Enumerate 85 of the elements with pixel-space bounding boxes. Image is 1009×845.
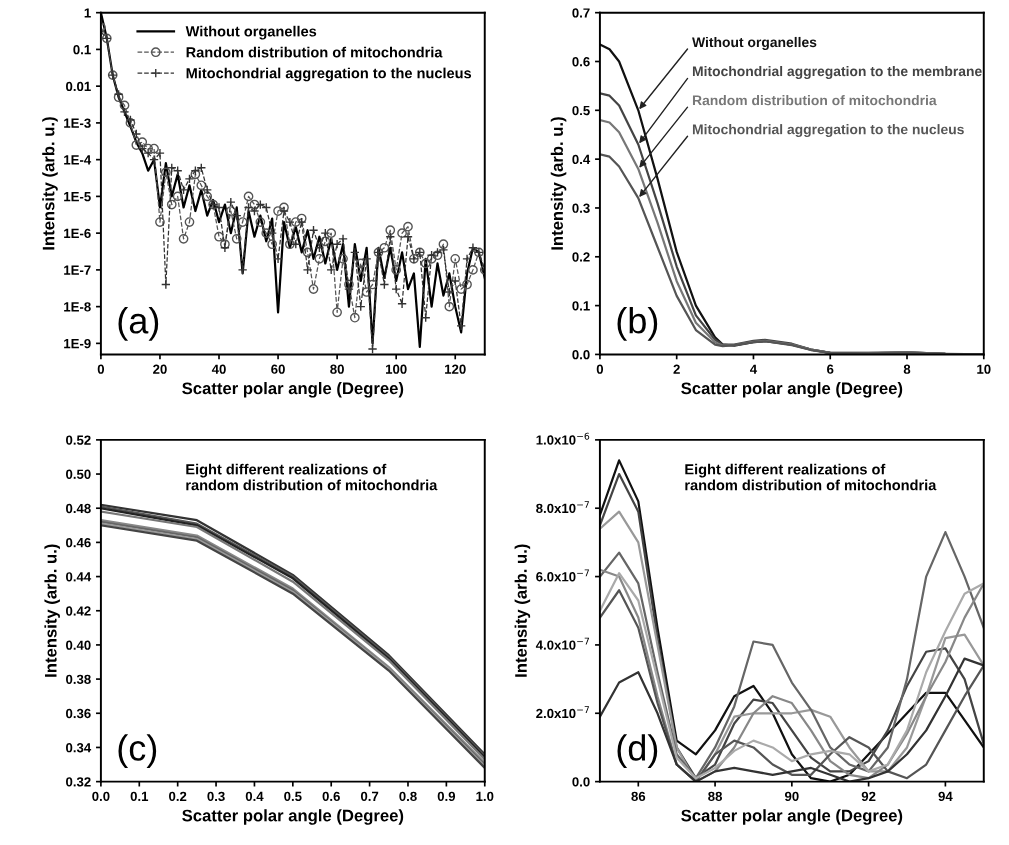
y-tick-label: 0.48: [66, 503, 91, 514]
text: Random distribution of mitochondria: [692, 95, 937, 106]
y-tick-label: 0.3: [572, 203, 590, 213]
y-tick-label: 0.0: [572, 777, 590, 787]
x-tick-label: 0.4: [245, 791, 264, 802]
y-tick-label: 2.0x10$^{−7}$: [536, 706, 590, 719]
y-tick-label: 0.32: [66, 777, 91, 787]
annotation: (b): [617, 307, 658, 341]
y-tick-label: 1E-3: [64, 118, 91, 128]
x-tick-label: 4: [749, 364, 758, 374]
y-tick-label: 8.0x10$^{−7}$: [536, 501, 590, 514]
y-tick-label: 0.46: [66, 537, 91, 548]
x-axis-title: Scatter polar angle (Degree): [681, 809, 903, 825]
x-tick-label: 10: [977, 364, 991, 374]
x-tick-label: 0.6: [322, 791, 340, 802]
x-tick-label: 0.8: [399, 791, 417, 802]
x-tick-label: 120: [445, 364, 466, 374]
x-tick-label: 20: [153, 364, 167, 374]
x-tick-label: 0.7: [360, 791, 379, 802]
x-tick-label: 100: [386, 364, 407, 374]
y-tick-label: 1E-4: [64, 155, 92, 165]
y-axis-title: Intensity (arb. u.): [514, 544, 531, 677]
x-tick-label: 94: [938, 791, 953, 802]
annotation: Eight different realizations of random distribution of mitochondria: [685, 463, 937, 491]
y-tick-label: 1E-8: [64, 302, 91, 312]
text: Mitochondrial aggregation to the membrane: [692, 65, 982, 79]
x-axis-title: Scatter polar angle (Degree): [681, 382, 903, 398]
y-tick-label: 0.1: [572, 301, 590, 311]
x-axis-title: Scatter polar angle (Degree): [182, 382, 404, 398]
y-tick-label: 0.36: [66, 708, 91, 719]
x-tick-label: 2: [673, 364, 680, 374]
y-tick-label: 1E-9: [64, 338, 91, 349]
y-tick-label: 0.44: [66, 572, 92, 582]
y-tick-label: 0.2: [572, 252, 590, 262]
x-tick-label: 86: [631, 791, 646, 802]
y-tick-label: 0.6: [572, 57, 590, 67]
annotation: (a): [118, 307, 159, 341]
y-tick-label: 4.0x10$^{−7}$: [535, 637, 590, 650]
y-tick-label: 0.42: [66, 606, 91, 616]
x-tick-label: 6: [827, 364, 834, 374]
text: Without organelles: [692, 36, 817, 50]
text: Mitochondrial aggregation to the nucleus: [692, 124, 964, 138]
y-tick-label: 1E-5: [64, 192, 91, 202]
y-tick-label: 0.0: [572, 350, 590, 360]
x-tick-label: 0.5: [284, 791, 302, 802]
legend-label: Without organelles: [185, 25, 317, 40]
annotation: (c): [118, 734, 157, 768]
x-tick-label: 60: [271, 364, 285, 374]
y-tick-label: 1E-7: [64, 265, 91, 275]
x-axis-title: Scatter polar angle (Degree): [182, 809, 404, 825]
x-tick-label: 80: [330, 364, 344, 374]
y-tick-label: 0.01: [66, 81, 91, 92]
x-tick-label: 1.0: [476, 791, 494, 802]
x-tick-label: 8: [903, 364, 911, 374]
y-tick-label: 0.52: [66, 435, 91, 445]
legend-label: Mitochondrial aggregation to the nucleus: [186, 67, 472, 82]
x-tick-label: 0: [596, 364, 604, 374]
x-tick-label: 0.0: [92, 791, 110, 802]
y-tick-label: 1: [84, 8, 91, 18]
legend-label: Random distribution of mitochondria: [186, 46, 443, 58]
y-axis-title: Intensity (arb. u.): [44, 544, 60, 677]
y-tick-label: 0.50: [66, 469, 91, 479]
y-tick-label: 0.4: [572, 154, 591, 165]
y-axis-title: Intensity (arb. u.): [42, 117, 58, 250]
y-tick-label: 6.0x10$^{−7}$: [536, 569, 590, 582]
y-tick-label: 0.38: [66, 674, 91, 685]
y-tick-label: 0.5: [572, 105, 590, 116]
x-tick-label: 0.3: [207, 791, 225, 802]
x-tick-label: 88: [708, 791, 723, 802]
annotation: Eight different realizations of random distribution of mitochondria: [186, 463, 438, 491]
y-tick-label: 1.0x10$^{−6}$: [536, 432, 590, 445]
x-tick-label: 92: [861, 791, 876, 802]
x-tick-label: 0.2: [169, 791, 187, 802]
annotation: (d): [617, 734, 658, 768]
y-tick-label: 0.40: [66, 640, 91, 650]
y-axis-title: Intensity (arb. u.): [550, 117, 567, 250]
x-tick-label: 40: [211, 364, 226, 374]
x-tick-label: 0.1: [130, 791, 149, 802]
y-tick-label: 0.1: [73, 44, 91, 55]
y-tick-label: 1E-6: [64, 228, 91, 239]
x-tick-label: 0: [97, 364, 105, 374]
y-tick-label: 0.34: [66, 743, 92, 753]
x-tick-label: 90: [784, 791, 799, 802]
x-tick-label: 0.9: [437, 791, 456, 802]
y-tick-label: 0.7: [572, 8, 590, 18]
